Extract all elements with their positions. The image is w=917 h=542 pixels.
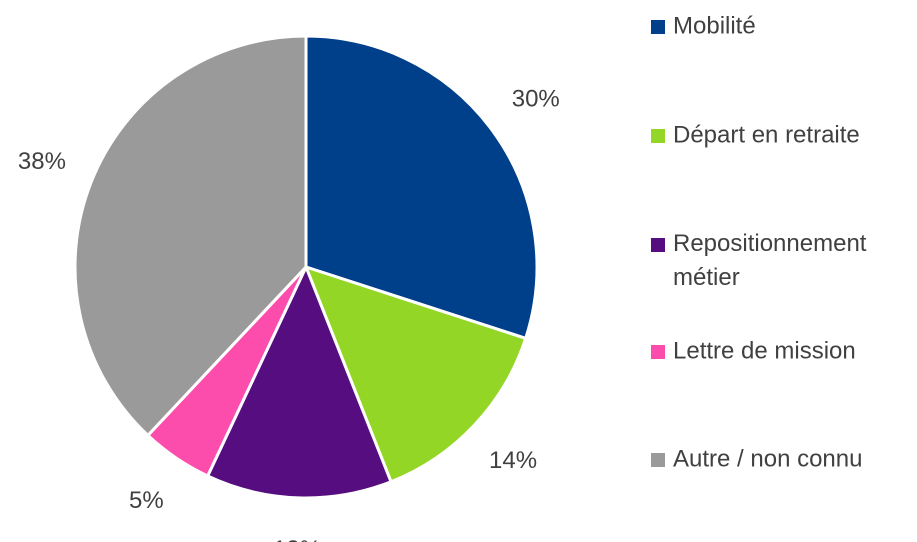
- data-label: 14%: [489, 447, 537, 474]
- data-label: 38%: [18, 148, 66, 175]
- legend-swatch: [651, 238, 665, 252]
- legend-label: Mobilité: [673, 12, 756, 39]
- legend-swatch: [651, 129, 665, 143]
- pie-slice: [303, 264, 528, 484]
- legend-label: Lettre de mission: [673, 337, 856, 364]
- pie-slice: [304, 34, 539, 341]
- legend-label: Repositionnement métier: [673, 230, 873, 291]
- legend-swatch: [651, 20, 665, 34]
- data-label: 13%: [273, 536, 321, 542]
- legend-label: Départ en retraite: [673, 121, 860, 148]
- legend-swatch: [651, 345, 665, 359]
- pie-slice: [205, 263, 393, 500]
- data-label: 30%: [512, 85, 560, 112]
- legend-label: Autre / non connu: [673, 445, 862, 472]
- data-label: 5%: [129, 487, 164, 514]
- pie-slice: [73, 34, 308, 438]
- legend-swatch: [651, 453, 665, 467]
